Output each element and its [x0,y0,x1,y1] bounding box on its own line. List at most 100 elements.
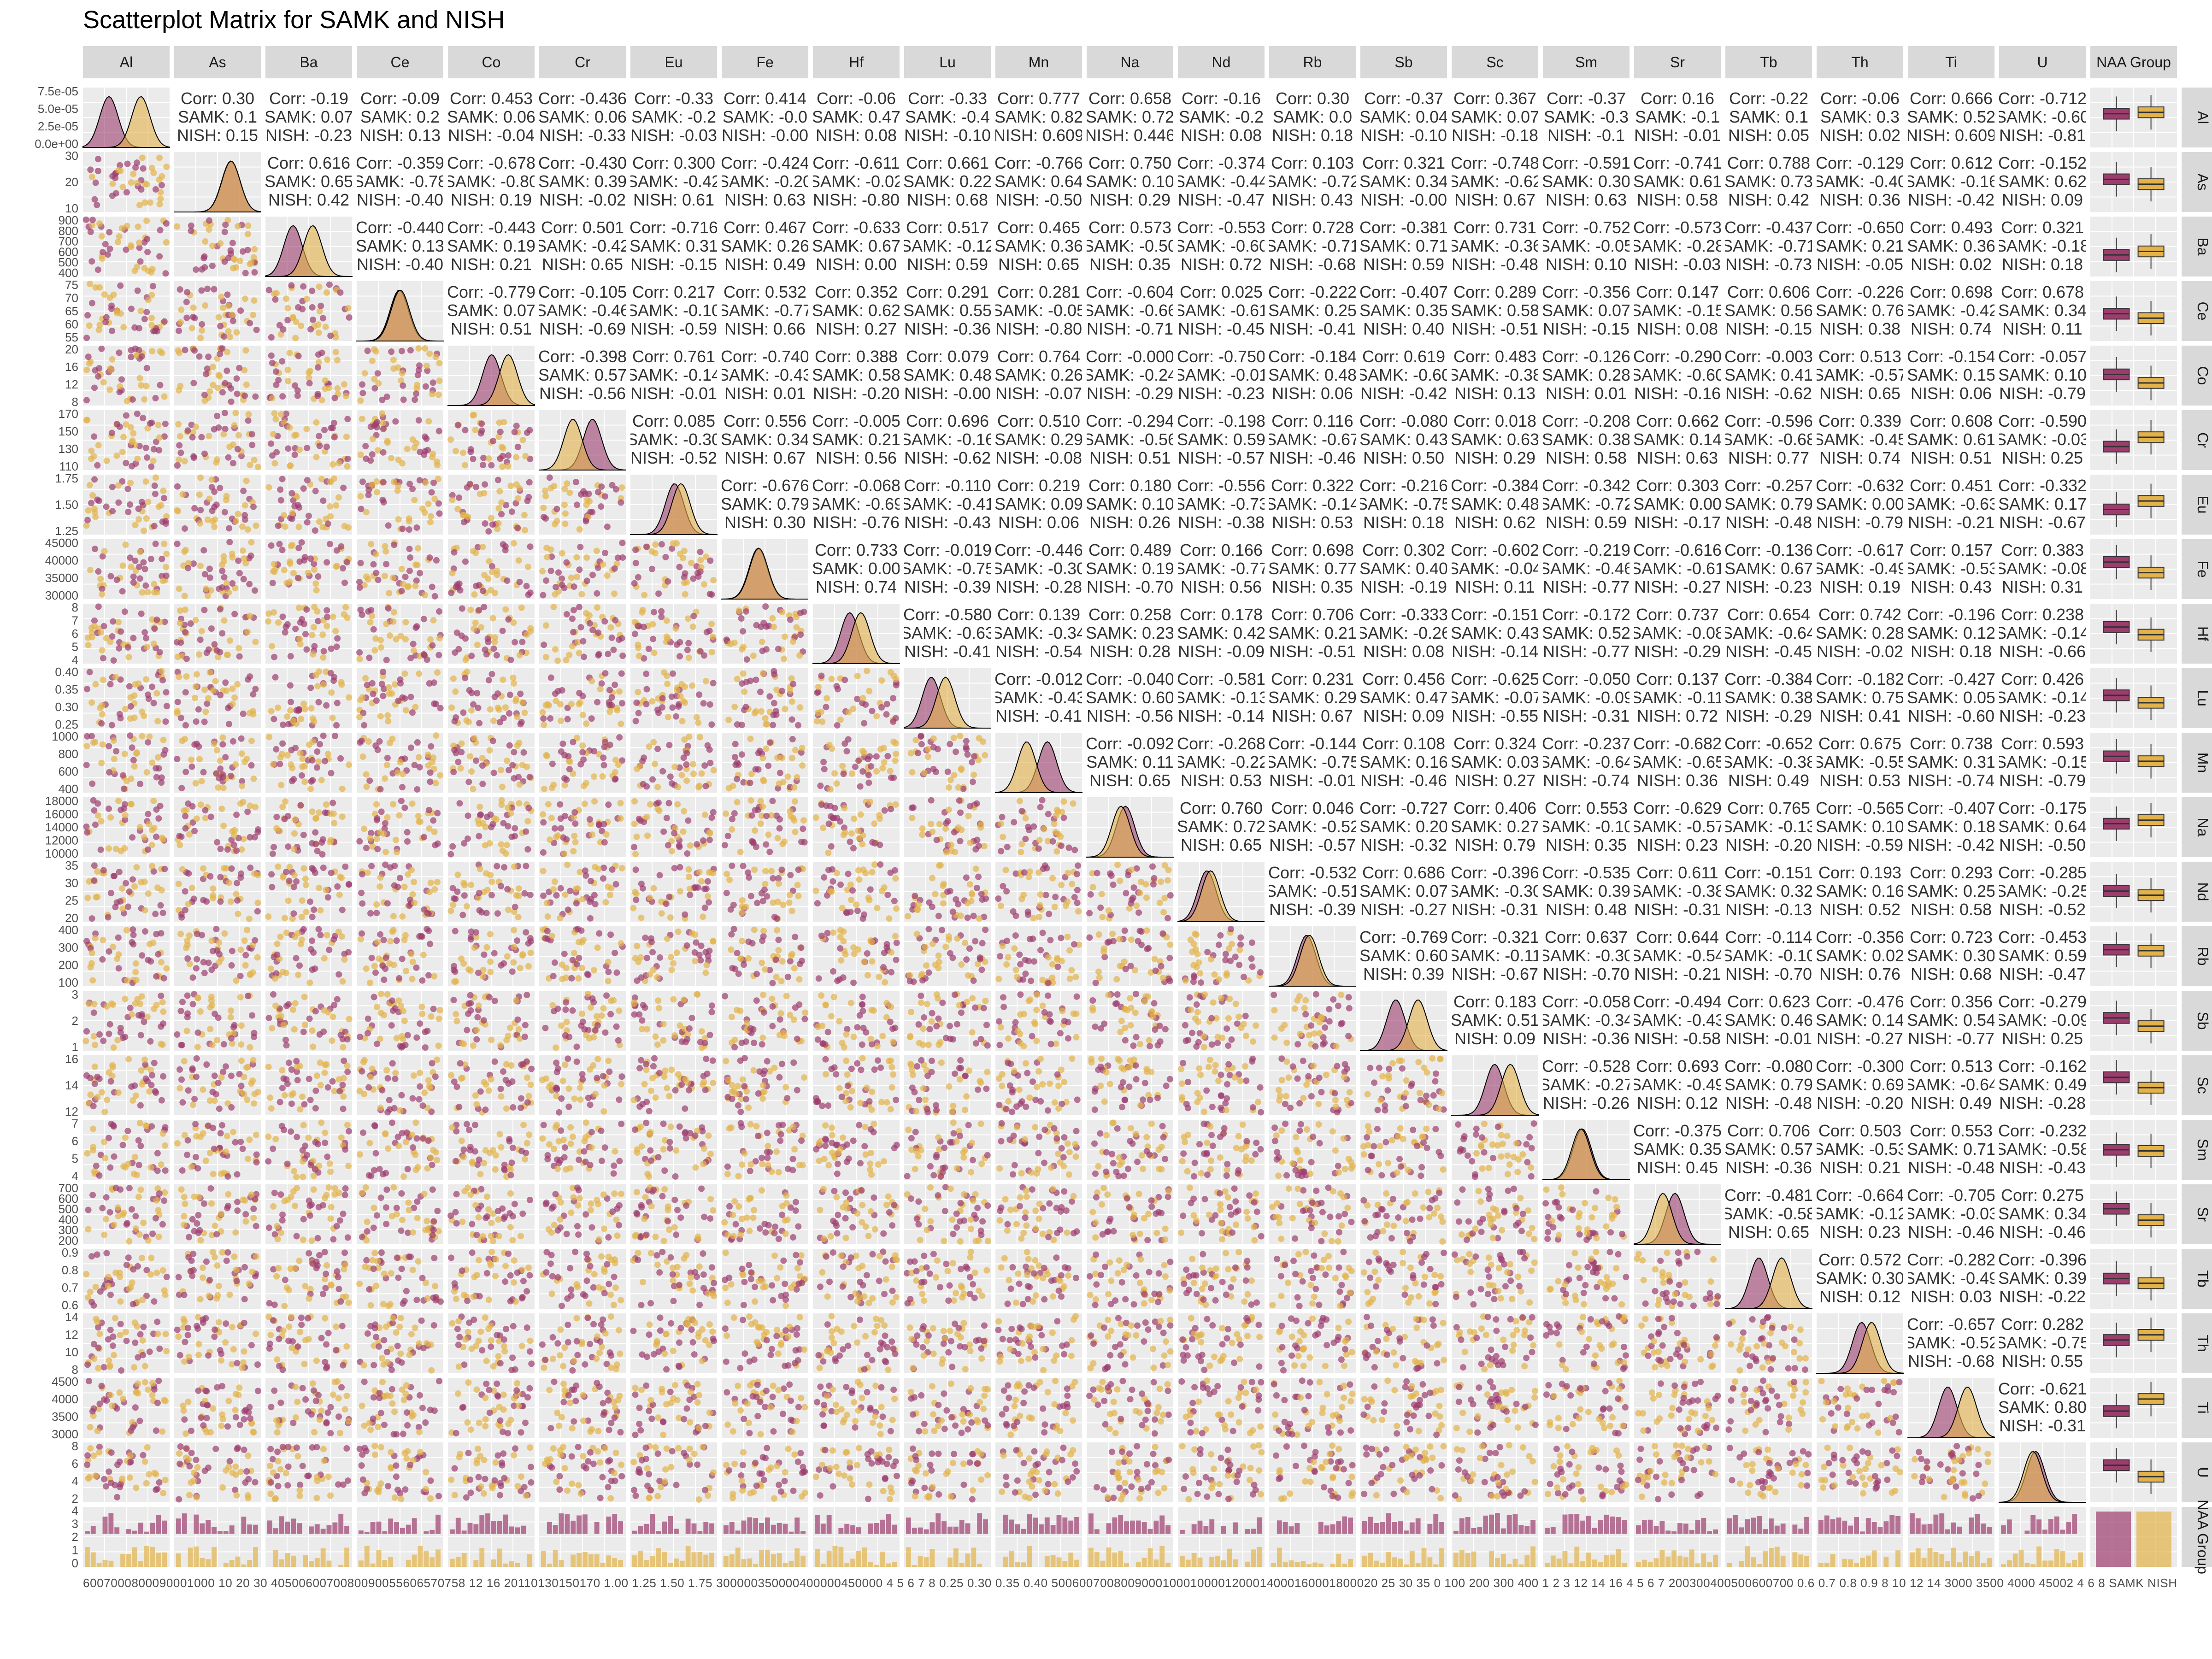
scatter-point [145,811,152,818]
correlation-text: SAMK: -0.61 [1174,301,1268,320]
scatter-point [124,903,131,910]
scatter-point [127,242,134,249]
scatter-point [600,561,606,568]
scatter-point [747,797,754,804]
scatter-point [241,555,247,562]
scatter-point [326,541,333,547]
correlation-text: Corr: -0.172 [1542,605,1630,624]
scatter-point [140,165,147,172]
scatter-point [548,815,555,822]
correlation-text: Corr: 0.281 [997,282,1080,301]
correlation-text: Corr: -0.556 [1177,476,1265,495]
scatter-point [368,481,375,488]
scatter-point [357,739,364,746]
scatter-point [601,618,608,625]
scatter-point [957,838,964,845]
scatter-point [616,734,623,741]
scatter-point [366,654,373,661]
scatter-point [508,833,515,840]
scatter-point [83,686,90,693]
scatter-point [123,421,129,428]
correlation-text: NISH: 0.74 [1819,448,1900,467]
scatter-point [918,741,925,747]
column-label: Eu [665,54,682,71]
correlation-text: NISH: -0.20 [813,384,900,403]
scatter-point [516,578,523,585]
scatter-point [685,654,692,661]
scatter-point [1022,835,1029,842]
scatter-point [206,226,212,233]
scatter-point [357,493,364,500]
scatter-point [519,639,526,646]
scatter-point [218,806,225,812]
scatter-point [141,834,147,841]
scatter-point [290,718,297,724]
scatter-point [134,179,141,186]
scatter-point [324,289,330,296]
scatter-point [133,352,140,359]
scatter-point [314,393,321,400]
scatter-point [828,843,835,850]
scatter-point [779,609,786,616]
scatter-point [608,634,615,641]
scatter-point [141,565,148,572]
scatter-point [134,287,141,294]
correlation-text: SAMK: 0.17 [1998,494,2087,513]
scatter-point [687,842,694,849]
correlation-text: NISH: 0.06 [998,513,1079,532]
scatter-point [146,733,153,740]
correlation-text: NISH: 0.08 [1181,126,1262,145]
scatter-point [406,546,413,553]
scatter-point [425,500,432,507]
row-label: Sm [2194,1139,2211,1161]
scatter-point [286,424,293,431]
scatter-point [796,652,803,659]
scatter-point [654,806,661,812]
scatter-point [248,431,255,438]
scatter-point [890,695,897,702]
scatter-point [437,772,444,779]
scatter-point [648,548,655,555]
scatter-point [284,621,291,628]
scatter-point [244,629,251,635]
column-label: Hf [849,54,864,71]
scatter-point [235,557,242,564]
scatter-point [407,347,414,354]
correlation-text: SAMK: 0.56 [1724,301,1813,320]
scatter-point [212,516,218,523]
correlation-text: NISH: -0.77 [1543,577,1630,596]
scatter-point [472,549,479,556]
correlation-text: NISH: -0.79 [1999,771,2086,790]
correlation-text: NISH: 0.65 [998,255,1079,274]
scatter-point [821,765,828,772]
scatter-point [461,892,468,899]
scatter-point [480,454,487,461]
correlation-text: NISH: -0.52 [630,448,717,467]
correlation-text: NISH: 0.79 [1454,835,1535,854]
correlation-text: Corr: -0.573 [1633,218,1722,237]
scatter-point [413,385,420,392]
correlation-text: Corr: -0.602 [1451,541,1539,559]
scatter-point [481,490,488,497]
scatter-point [688,559,694,566]
scatter-point [121,608,128,615]
correlation-text: Corr: -0.437 [1724,218,1813,237]
scatter-point [576,566,583,573]
scatter-point [182,347,188,353]
scatter-point [161,318,168,325]
scatter-point [245,417,252,424]
scatter-point [787,616,794,623]
scatter-point [685,866,692,873]
scatter-point [391,862,398,869]
scatter-point [558,825,565,832]
scatter-point [290,910,297,917]
scatter-point [407,744,414,751]
